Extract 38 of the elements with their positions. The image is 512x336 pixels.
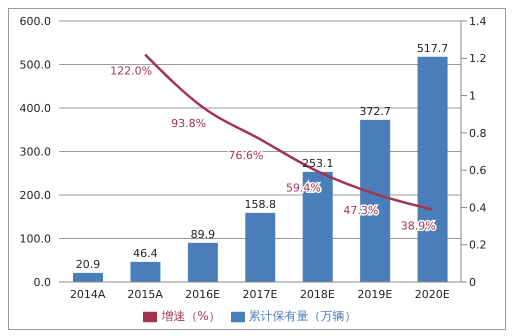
x-tick-label: 2019E [357, 288, 392, 301]
legend-label: 增速（%） [161, 309, 221, 323]
y-tick-label: 200.0 [20, 188, 51, 202]
data-label: 372.7 [359, 104, 391, 118]
bar [73, 272, 103, 282]
bar [245, 212, 276, 282]
y2-tick-label: 1.2 [469, 52, 486, 66]
y2-tick-label: 1 [469, 89, 476, 102]
data-label: 122.0% [110, 64, 152, 78]
data-label: 20.9 [76, 258, 100, 271]
x-tick-label: 2018E [300, 288, 335, 301]
y2-tick-label: 0.2 [469, 238, 486, 252]
y-tick-label: 500.0 [20, 58, 51, 72]
y-tick-label: 600.0 [20, 14, 51, 28]
x-tick-label: 2020E [414, 288, 450, 301]
y-tick-label: 0.0 [34, 276, 51, 289]
bar [130, 262, 160, 282]
data-label: 76.6% [228, 149, 264, 162]
legend-label: 累计保有量（万辆） [248, 309, 357, 323]
y2-tick-label: 0.8 [469, 126, 486, 140]
x-tick-label: 2016E [185, 288, 220, 301]
data-label: 158.8 [244, 198, 276, 211]
y2-tick-label: 0.6 [469, 164, 486, 178]
data-label: 46.4 [133, 246, 158, 260]
y2-tick-label: 1.4 [469, 14, 486, 28]
data-label: 253.1 [302, 156, 334, 170]
x-tick-label: 2017E [242, 288, 278, 301]
data-label: 93.8% [171, 117, 206, 130]
y2-tick-label: 0 [469, 276, 476, 289]
x-tick-label: 2015A [127, 288, 164, 301]
x-tick-label: 2014A [70, 288, 106, 301]
y-tick-label: 400.0 [20, 102, 51, 115]
y-tick-label: 300.0 [20, 145, 51, 158]
bar [188, 242, 218, 282]
y-tick-label: 100.0 [20, 232, 51, 246]
y2-tick-label: 0.4 [469, 201, 486, 214]
data-label: 89.9 [190, 228, 216, 241]
data-label: 517.7 [416, 42, 448, 55]
